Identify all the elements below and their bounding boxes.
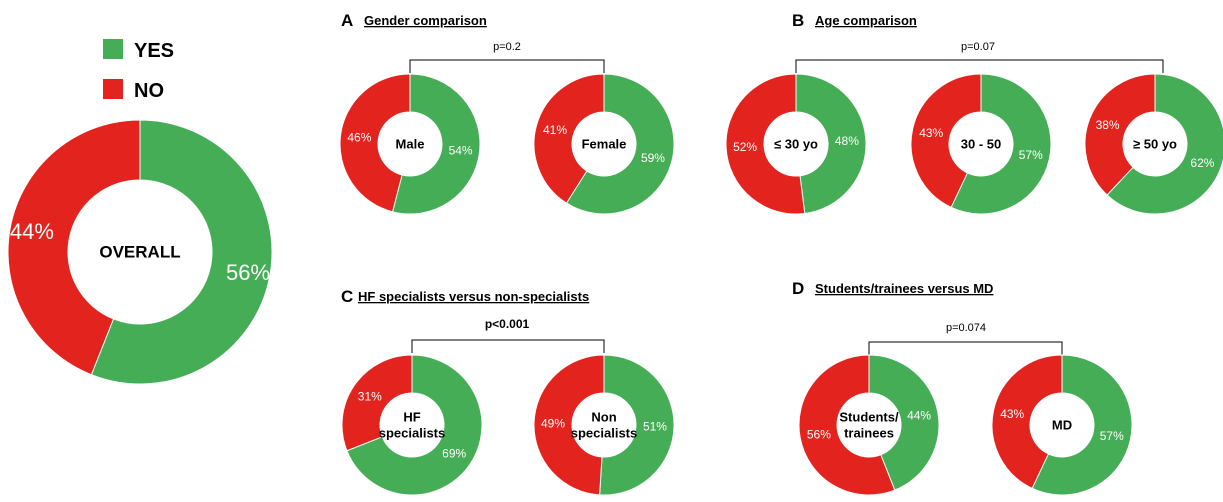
donut-students-trainees: 44% 56% Students/trainees	[798, 354, 940, 496]
panel-b-title: Age comparison	[815, 13, 917, 28]
pct-label-yes-overall: 56%	[226, 260, 270, 285]
donut-age-le30: 48% 52% ≤ 30 yo	[725, 73, 867, 215]
center-label-female: Female	[582, 137, 627, 152]
panel-b-p-value: p=0.07	[961, 41, 995, 53]
pct-label-yes-non-specialists: 51%	[643, 420, 667, 434]
pct-label-yes-female: 59%	[641, 151, 665, 165]
center-label-non-specialists: Non	[591, 410, 616, 425]
slice-yes-male	[391, 73, 481, 215]
donut-charts: 56% 44% OVERALL 54% 46% Male 59% 41% Female 48% 52…	[7, 73, 1223, 496]
panel-a-title: Gender comparison	[364, 13, 487, 28]
panel-c-title: HF specialists versus non-specialists	[358, 289, 589, 304]
pct-label-yes-students-trainees: 44%	[907, 408, 931, 422]
panel-b-header: B Age comparison p=0.07	[792, 11, 1164, 73]
panel-d-bracket	[868, 341, 1063, 355]
panel-a-bracket	[409, 59, 605, 73]
slice-yes-md	[1031, 354, 1133, 496]
slice-no-overall	[7, 119, 141, 376]
slice-no-md	[991, 354, 1063, 490]
legend-label-yes: YES	[134, 40, 174, 62]
slice-no-female	[533, 73, 605, 204]
slice-yes-hf-specialists	[346, 354, 483, 496]
slice-no-age-ge50	[1084, 73, 1156, 196]
pct-label-no-students-trainees: 56%	[807, 428, 831, 442]
center-label-age-30-50: 30 - 50	[961, 137, 1001, 152]
slice-yes-female	[565, 73, 675, 215]
slice-yes-students-trainees	[868, 354, 940, 491]
pct-label-no-md: 43%	[1000, 407, 1024, 421]
panel-d-header: D Students/trainees versus MD p=0.074	[792, 279, 1063, 355]
slice-yes-overall	[90, 119, 273, 385]
pct-label-no-age-le30: 52%	[733, 140, 757, 154]
slice-yes-age-30-50	[950, 73, 1052, 215]
center-label-overall: OVERALL	[99, 243, 180, 262]
pct-label-no-age-ge50: 38%	[1096, 118, 1120, 132]
pct-label-no-female: 41%	[543, 123, 567, 137]
pct-label-yes-hf-specialists: 69%	[442, 447, 466, 461]
center-label-age-ge50: ≥ 50 yo	[1133, 137, 1177, 152]
donut-overall: 56% 44% OVERALL	[7, 119, 273, 385]
center-label-hf-specialists: HF	[403, 410, 420, 425]
pct-label-yes-age-le30: 48%	[835, 134, 859, 148]
legend: YES NO	[103, 39, 174, 102]
center-label-md: MD	[1052, 418, 1072, 433]
panel-d-p-value: p=0.074	[946, 322, 986, 334]
legend-swatch-no	[103, 79, 123, 99]
donut-md: 57% 43% MD	[991, 354, 1133, 496]
center-label-male: Male	[396, 137, 425, 152]
panel-a-letter: A	[341, 11, 353, 30]
slice-no-non-specialists	[533, 354, 605, 496]
slice-no-hf-specialists	[341, 354, 413, 452]
slice-no-age-30-50	[910, 73, 982, 209]
slice-no-male	[339, 73, 411, 213]
legend-label-no: NO	[134, 80, 164, 102]
panel-c-bracket	[411, 339, 605, 353]
pct-label-yes-male: 54%	[449, 143, 473, 157]
pct-label-no-overall: 44%	[10, 219, 54, 244]
pct-label-yes-md: 57%	[1100, 429, 1124, 443]
panel-c-p-value: p<0.001	[485, 317, 530, 331]
center-label-non-specialists: specialists	[571, 426, 638, 441]
panel-a-header: A Gender comparison p=0.2	[341, 11, 605, 73]
panel-b-letter: B	[792, 11, 804, 30]
donut-age-30-50: 57% 43% 30 - 50	[910, 73, 1052, 215]
slice-yes-age-ge50	[1106, 73, 1223, 215]
panel-b-bracket	[795, 59, 1164, 73]
legend-swatch-yes	[103, 39, 123, 59]
pct-label-no-male: 46%	[347, 131, 371, 145]
panel-a-p-value: p=0.2	[493, 41, 521, 53]
panel-d-title: Students/trainees versus MD	[815, 281, 993, 296]
panel-c-letter: C	[341, 287, 353, 306]
slice-yes-non-specialists	[599, 354, 675, 496]
donut-male: 54% 46% Male	[339, 73, 481, 215]
slice-yes-age-le30	[795, 73, 867, 215]
donut-age-ge50: 62% 38% ≥ 50 yo	[1084, 73, 1223, 215]
panel-d-letter: D	[792, 279, 804, 298]
center-label-hf-specialists: specialists	[379, 426, 446, 441]
center-label-students-trainees: Students/	[839, 410, 899, 425]
slice-no-students-trainees	[798, 354, 896, 496]
pct-label-yes-age-ge50: 62%	[1190, 156, 1214, 170]
pct-label-no-non-specialists: 49%	[541, 416, 565, 430]
panel-c-header: C HF specialists versus non-specialists …	[341, 287, 605, 353]
pct-label-no-age-30-50: 43%	[919, 126, 943, 140]
slice-no-age-le30	[725, 73, 806, 215]
pct-label-yes-age-30-50: 57%	[1019, 148, 1043, 162]
donut-female: 59% 41% Female	[533, 73, 675, 215]
center-label-students-trainees: trainees	[844, 426, 894, 441]
center-label-age-le30: ≤ 30 yo	[774, 137, 818, 152]
pct-label-no-hf-specialists: 31%	[358, 389, 382, 403]
